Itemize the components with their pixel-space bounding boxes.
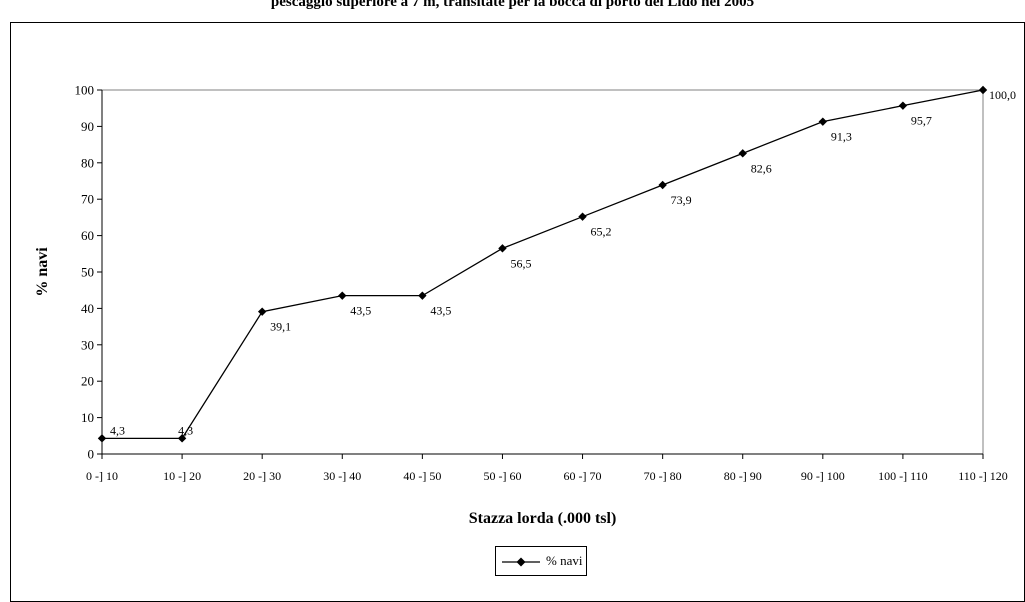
x-tick-label: 0 -] 10: [86, 469, 118, 483]
data-point: [898, 101, 908, 110]
y-tick-label: 30: [81, 337, 94, 352]
x-tick-label: 110 -] 120: [958, 469, 1008, 483]
x-tick-label: 30 -] 40: [323, 469, 361, 483]
data-label: 82,6: [751, 161, 772, 175]
legend-label: % navi: [546, 553, 583, 568]
data-label: 100,0: [989, 88, 1016, 102]
x-tick-label: 90 -] 100: [801, 469, 845, 483]
data-point: [418, 291, 427, 300]
plot-area: [101, 89, 984, 455]
data-label: 4,3: [110, 423, 125, 437]
data-point: [738, 149, 747, 158]
x-tick-label: 10 -] 20: [163, 469, 201, 483]
data-point: [818, 117, 828, 126]
x-tick-label: 70 -] 80: [644, 469, 682, 483]
y-axis-title: % navi: [34, 247, 51, 297]
y-tick-label: 80: [81, 155, 94, 170]
y-tick-label: 60: [81, 228, 94, 243]
y-tick-label: 90: [81, 119, 94, 134]
y-tick-label: 50: [81, 265, 94, 280]
y-tick-label: 0: [88, 447, 95, 462]
data-point: [257, 307, 267, 316]
data-point: [978, 85, 988, 95]
y-tick-label: 100: [75, 83, 95, 98]
y-tick-label: 10: [81, 410, 94, 425]
y-tick-label: 40: [81, 301, 94, 316]
x-tick-label: 100 -] 110: [878, 469, 928, 483]
y-tick-label: 20: [81, 374, 94, 389]
data-label: 95,7: [911, 114, 932, 128]
data-label: 43,5: [350, 304, 371, 318]
data-label: 73,9: [671, 193, 692, 207]
data-label: 56,5: [510, 256, 531, 270]
x-tick-label: 60 -] 70: [564, 469, 602, 483]
legend-marker-icon: [502, 557, 540, 567]
x-tick-label: 80 -] 90: [724, 469, 762, 483]
x-tick-label: 40 -] 50: [403, 469, 441, 483]
data-label: 65,2: [591, 225, 612, 239]
data-point: [177, 434, 187, 443]
data-point: [658, 180, 667, 190]
x-axis-title: Stazza lorda (.000 tsl): [469, 510, 617, 527]
data-point: [578, 212, 587, 221]
legend: % navi: [495, 546, 587, 576]
x-tick-label: 50 -] 60: [483, 469, 521, 483]
data-point: [97, 434, 107, 443]
data-label: 43,5: [430, 304, 451, 318]
line-chart: 0 10 20 30 40 50 60 70 80 90 100 0 -] 10 10 -] 20 20 …: [34, 83, 1016, 528]
data-label: 39,1: [270, 320, 291, 334]
data-label: 91,3: [831, 130, 852, 144]
chart-title: pescaggio superiore a 7 m, transitate pe…: [270, 0, 755, 10]
x-tick-label: 20 -] 30: [243, 469, 281, 483]
data-point: [498, 244, 507, 253]
series-line: [102, 89, 984, 439]
y-tick-label: 70: [81, 192, 94, 207]
data-point: [338, 291, 347, 300]
data-label: 4,3: [178, 423, 193, 437]
